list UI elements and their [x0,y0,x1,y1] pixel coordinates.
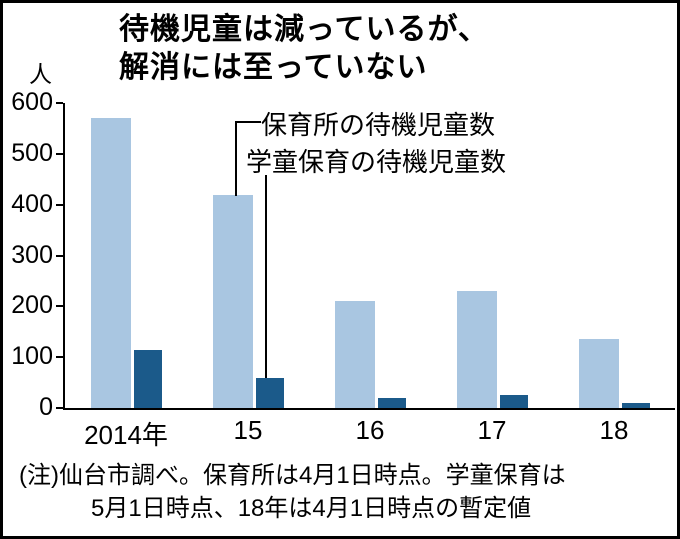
y-tick-label-300: 300 [11,240,53,269]
leader-line-hoikusho-horizontal [235,121,261,123]
y-tick-label-400: 400 [11,189,53,218]
y-tick-mark [56,203,63,206]
y-tick-mark [56,152,63,155]
bar-series1-15 [255,377,284,408]
y-tick-mark [56,254,63,257]
y-tick-label-0: 0 [39,393,53,421]
source-note-line1: (注)仙台市調べ。保育所は4月1日時点。学童保育は [19,462,566,489]
chart-title-line1: 待機児童は減っているが、 [119,13,489,46]
bar-series1-2014年 [133,349,162,408]
y-tick-label-200: 200 [11,291,53,320]
bar-series1-16 [377,397,406,408]
bar-series0-16 [334,301,375,408]
x-axis-label-16: 16 [355,415,385,445]
legend-label-hoikusho: 保育所の待機児童数 [261,110,496,140]
bar-series1-17 [499,395,528,408]
leader-line-gakudo-vertical [265,175,267,378]
x-axis-label-17: 17 [477,415,507,445]
y-tick-label-500: 500 [11,138,53,167]
bar-series0-17 [456,291,497,408]
bar-series0-15 [212,194,253,408]
y-tick-label-600: 600 [11,88,53,116]
bar-series0-2014年 [90,118,131,408]
x-axis-label-15: 15 [233,415,263,445]
y-tick-mark [56,305,63,308]
chart-title-line2: 解消には至っていない [119,50,428,84]
y-tick-mark [56,356,63,359]
legend-label-gakudo: 学童保育の待機児童数 [246,147,507,177]
chart-title: 待機児童は減っているが、 解消には至っていない [119,11,489,86]
x-axis-label-18: 18 [599,415,629,445]
y-tick-mark [56,102,63,104]
bar-series0-18 [578,339,619,408]
y-tick-label-100: 100 [11,342,53,371]
leader-line-hoikusho-vertical [235,121,237,196]
plot-area [63,103,675,410]
y-axis-unit-label: 人 [29,61,52,87]
y-tick-mark [56,407,63,409]
bar-series1-18 [621,402,650,408]
x-axis-label-2014年: 2014年 [84,420,168,450]
source-note-line2: 5月1日時点、18年は4月1日時点の暫定値 [91,495,532,522]
